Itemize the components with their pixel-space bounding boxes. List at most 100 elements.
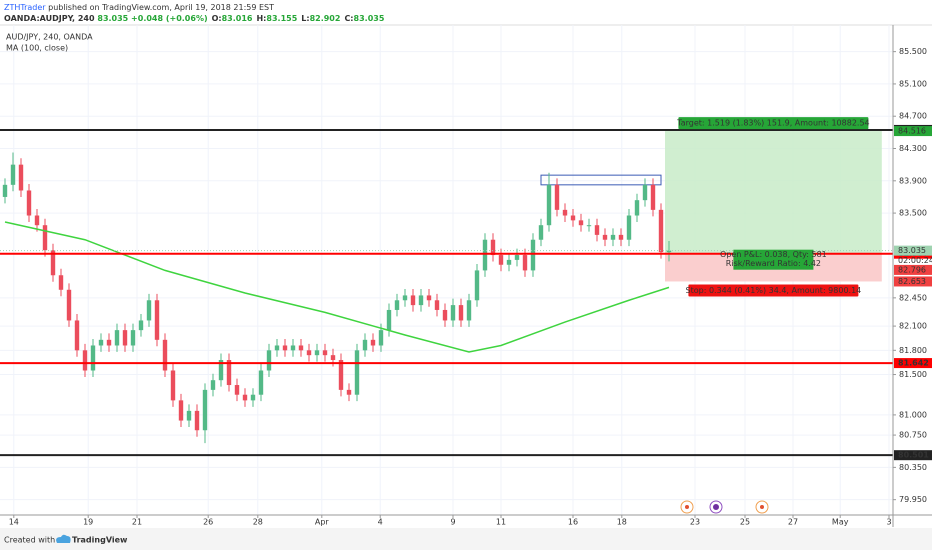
quote-value: 83.016 — [222, 14, 253, 23]
candle-body — [74, 320, 80, 351]
candle-body — [658, 209, 664, 253]
price: 83.035 — [97, 14, 128, 23]
candle-body — [250, 394, 256, 401]
candle-body — [490, 239, 496, 256]
candle-body — [506, 259, 512, 265]
x-tick-label: May — [832, 518, 849, 527]
x-tick-label: 11 — [496, 518, 506, 527]
target-zone — [665, 131, 882, 254]
symbol: OANDA:AUDJPY, 240 — [4, 14, 95, 23]
quote-value: 82.902 — [310, 14, 341, 23]
candle-body — [482, 239, 488, 271]
candle-body — [298, 345, 304, 351]
event-icons[interactable] — [680, 500, 769, 514]
candle-body — [34, 215, 40, 226]
axis-marker-label: 84.516 — [898, 127, 926, 136]
y-tick-label: 79.950 — [899, 495, 927, 504]
candle-body — [642, 184, 648, 201]
x-tick-label: 19 — [83, 518, 93, 527]
footer — [0, 528, 932, 550]
candle-body — [274, 345, 280, 351]
candle-body — [98, 339, 104, 346]
candle-body — [322, 350, 328, 356]
candle-body — [522, 255, 528, 271]
quote-line: OANDA:AUDJPY, 240 83.035 +0.048 (+0.06%)… — [4, 14, 385, 23]
y-tick-label: 83.500 — [899, 209, 927, 218]
x-tick-label: Apr — [315, 518, 330, 527]
x-tick-label: 28 — [253, 518, 263, 527]
axis-marker-label: 82.796 — [898, 265, 926, 274]
author[interactable]: ZTHTrader — [4, 3, 46, 12]
legend-title: AUD/JPY, 240, OANDA — [6, 33, 93, 42]
x-tick-label: 18 — [617, 518, 627, 527]
candle-body — [626, 215, 632, 240]
logo — [56, 534, 71, 543]
candle-body — [586, 225, 592, 227]
candle-body — [122, 330, 128, 346]
candle-body — [10, 164, 16, 185]
legend-ma: MA (100, close) — [6, 44, 68, 53]
candle-body — [474, 270, 480, 301]
candle-body — [90, 345, 96, 371]
level-label: 81.642 — [898, 359, 929, 368]
candle-body — [354, 350, 360, 395]
candle-body — [18, 164, 24, 191]
x-tick-label: 25 — [740, 518, 750, 527]
candle-body — [58, 275, 64, 290]
quote-label: H: — [256, 14, 266, 23]
candle-body — [634, 200, 640, 216]
candle-body — [650, 184, 656, 210]
candle-body — [666, 250, 672, 253]
y-tick-label: 80.350 — [899, 463, 927, 472]
position-label: Stop: 0.344 (0.41%) 34.4, Amount: 9800.1… — [686, 286, 862, 295]
position-tag — [688, 284, 859, 297]
candle-body — [610, 234, 616, 240]
candle-body — [362, 339, 368, 351]
candle-body — [266, 350, 272, 371]
y-tick-label: 83.900 — [899, 176, 927, 185]
candle-body — [2, 184, 8, 197]
x-tick-label: 3 — [886, 518, 891, 527]
footer-brand[interactable]: TradingView — [72, 536, 128, 545]
y-tick-label: 84.700 — [899, 112, 927, 121]
position-tag — [678, 117, 869, 130]
rr-label: Risk/Reward Ratio: 4.42 — [726, 259, 821, 268]
countdown: 02:00:24 — [898, 256, 932, 265]
candle-body — [546, 184, 552, 226]
candle-body — [418, 295, 424, 306]
x-tick-label: 21 — [132, 518, 142, 527]
candle-body — [498, 255, 504, 265]
quote-label: L: — [301, 14, 309, 23]
candle-body — [202, 389, 208, 431]
candle-body — [42, 225, 48, 251]
footer-text: Created with — [4, 536, 55, 545]
candle-body — [602, 234, 608, 240]
candle-body — [210, 380, 216, 390]
candle-body — [442, 309, 448, 321]
candle-body — [106, 339, 112, 346]
axis-marker — [894, 264, 932, 275]
candle-body — [378, 330, 384, 346]
candle-body — [258, 370, 264, 395]
candle-body — [114, 330, 120, 346]
axis-marker-label: 82.653 — [898, 277, 926, 286]
candle-body — [618, 234, 624, 240]
candle-body — [130, 330, 136, 346]
y-tick-label: 81.000 — [899, 410, 927, 419]
y-tick-label: 85.100 — [899, 79, 927, 88]
y-tick-label: 80.750 — [899, 431, 927, 440]
candle-body — [290, 345, 296, 351]
axis-marker — [894, 245, 932, 256]
candle-body — [242, 394, 248, 401]
y-tick-label: 81.500 — [899, 370, 927, 379]
x-tick-label: 26 — [203, 518, 213, 527]
quote-label: C: — [344, 14, 353, 23]
candle-body — [386, 309, 392, 331]
quote-label: O: — [212, 14, 222, 23]
candle-body — [402, 295, 408, 301]
candle-body — [170, 370, 176, 401]
candle-body — [330, 355, 336, 361]
candle-body — [530, 239, 536, 271]
candle-body — [562, 209, 568, 216]
axis-marker-label: 83.035 — [898, 246, 926, 255]
